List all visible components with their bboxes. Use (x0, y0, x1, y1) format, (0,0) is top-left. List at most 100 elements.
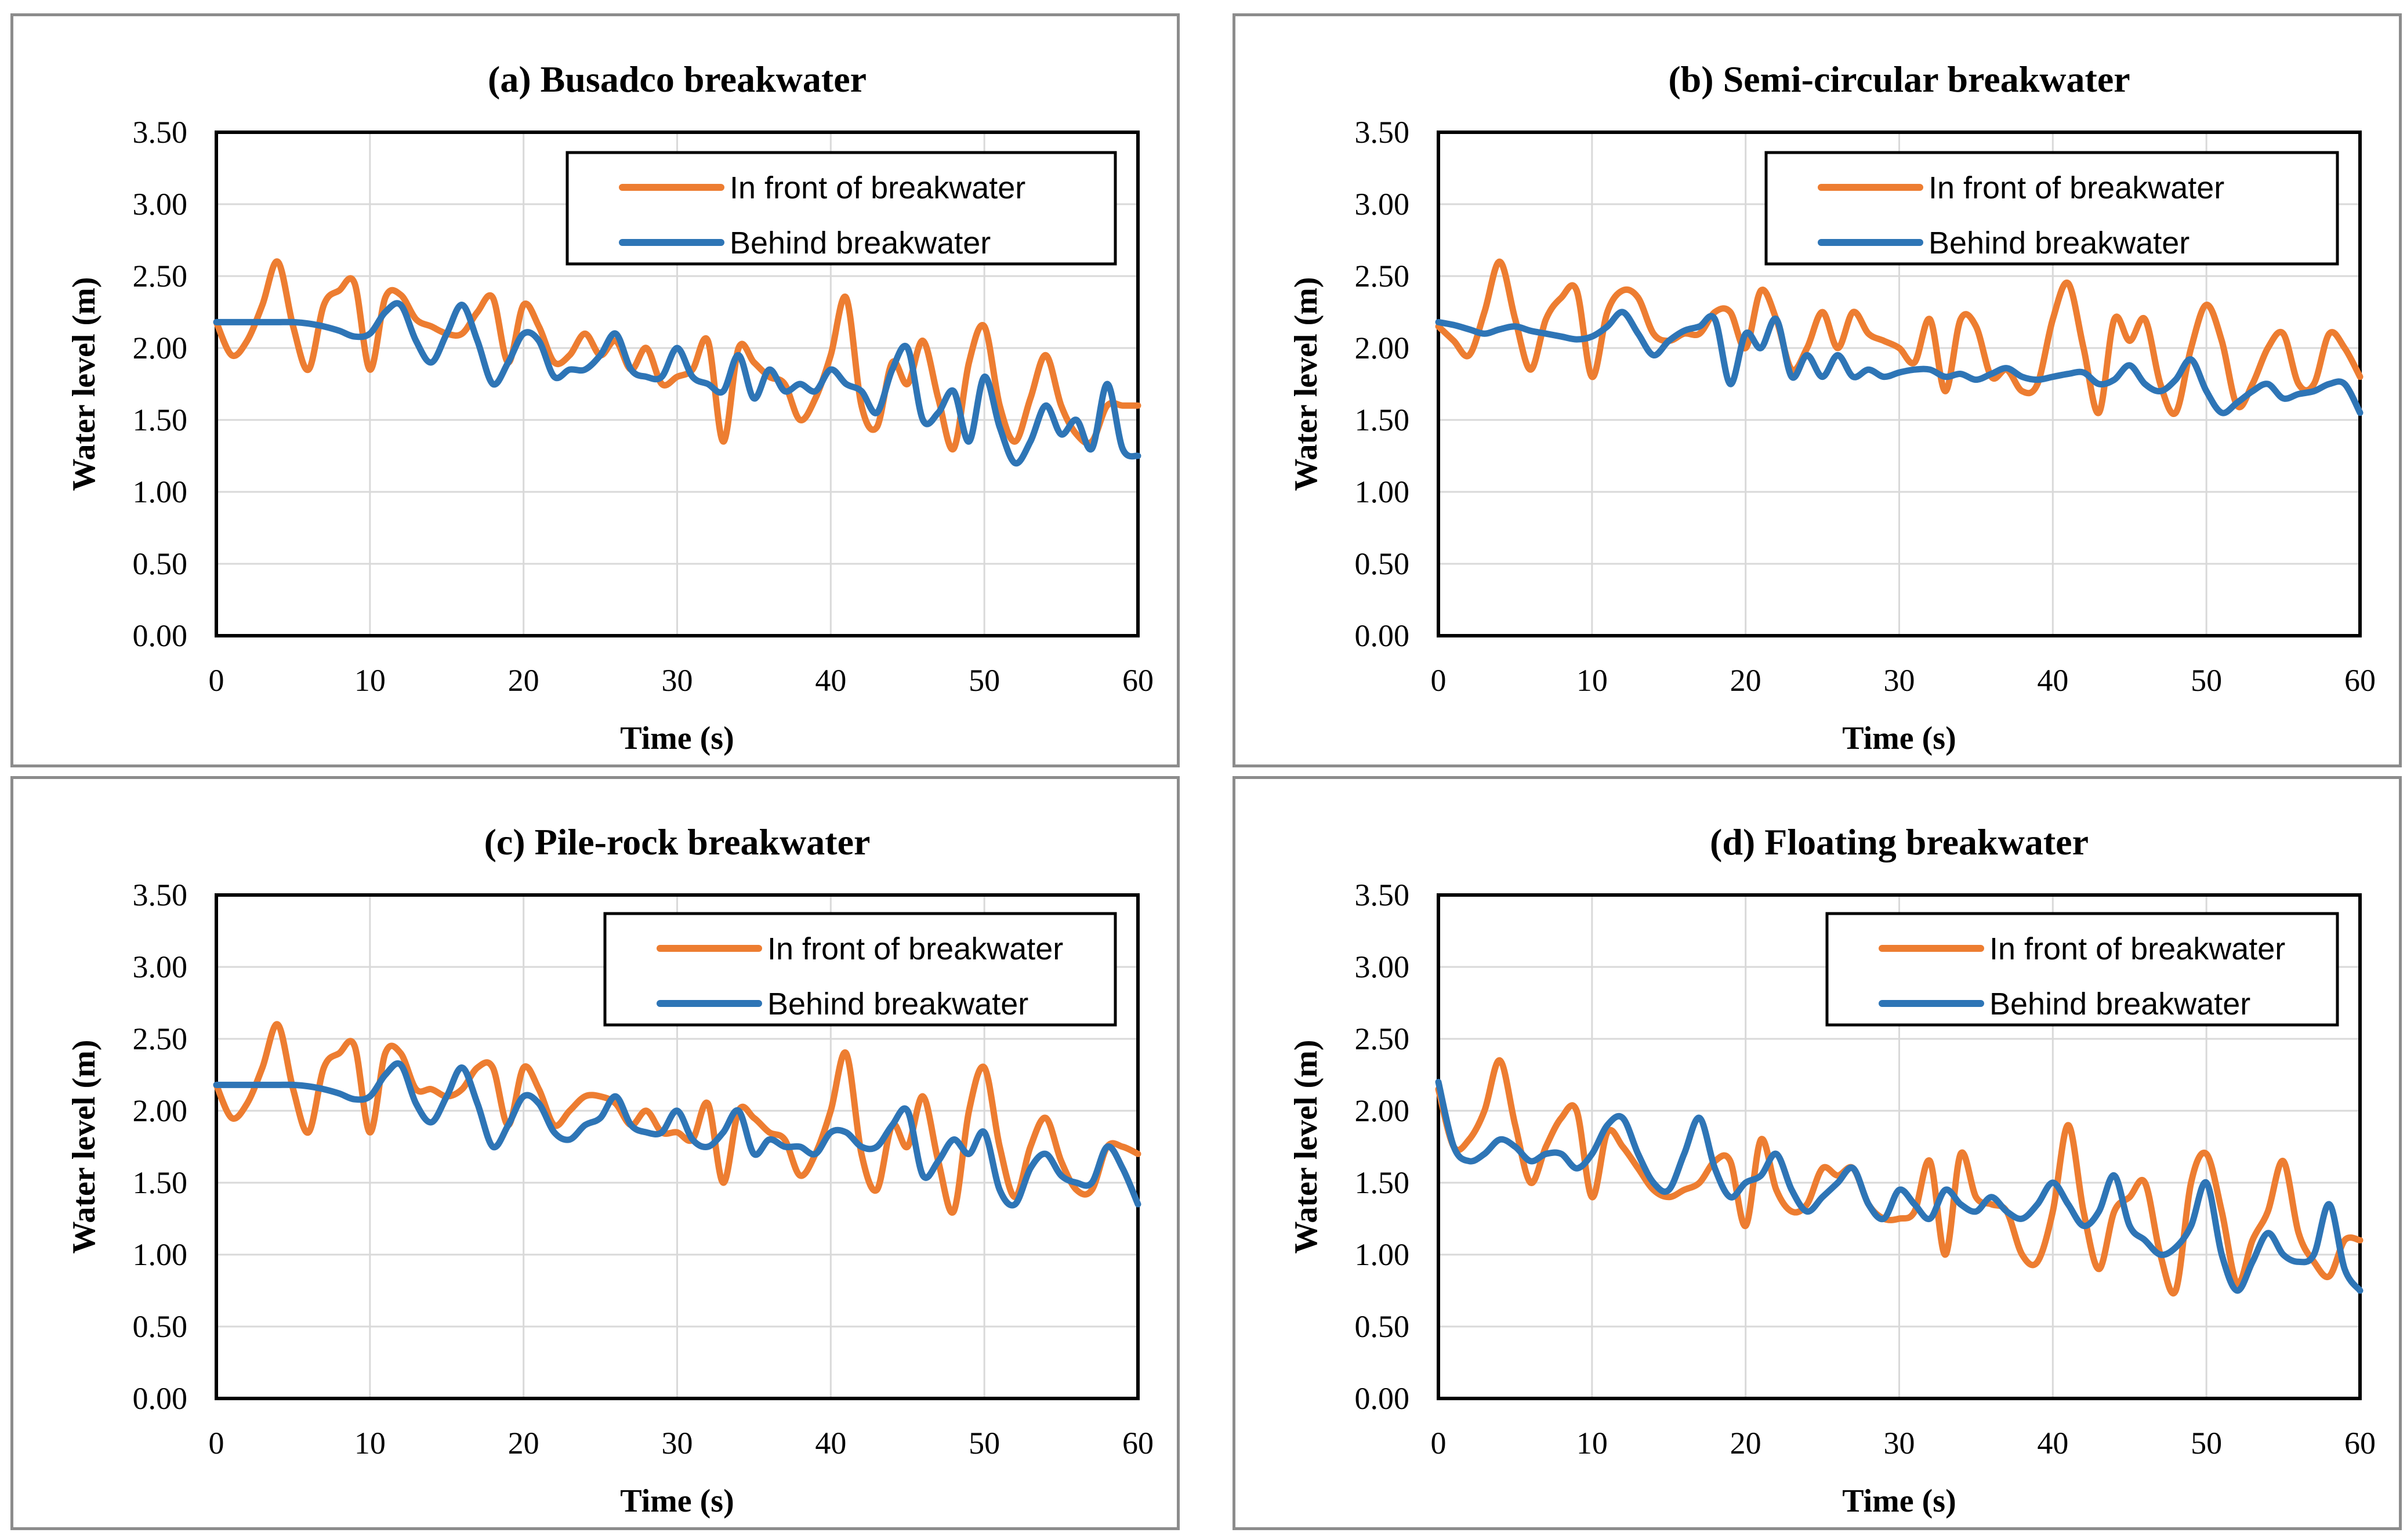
chart-title: (b) Semi-circular breakwater (1668, 59, 2130, 100)
x-axis-label: Time (s) (620, 720, 734, 756)
legend-label-front: In front of breakwater (730, 171, 1025, 205)
legend: In front of breakwater Behind breakwater (1764, 151, 2339, 266)
chart-svg: 0.00 0.50 1.00 1.50 2.00 2.50 3.00 3.50 0 10 20 30… (1288, 59, 2376, 756)
legend-label-front: In front of breakwater (1989, 932, 2285, 966)
y-tick-label: 2.00 (1355, 1093, 1410, 1128)
chart-svg: 0.00 0.50 1.00 1.50 2.00 2.50 3.00 3.50 0 10 20 30… (1288, 821, 2376, 1519)
legend: In front of breakwater Behind breakwater (566, 151, 1117, 266)
x-tick-labels: 0 10 20 30 40 50 60 (1431, 1426, 2376, 1461)
x-tick-label: 40 (815, 663, 846, 698)
y-tick-label: 3.00 (1355, 950, 1410, 984)
legend-label-behind: Behind breakwater (1928, 226, 2190, 260)
x-tick-label: 50 (2191, 663, 2222, 698)
y-tick-label: 3.00 (133, 187, 188, 222)
x-tick-label: 60 (1122, 663, 1154, 698)
y-tick-label: 0.50 (1355, 546, 1410, 581)
y-tick-labels: 0.00 0.50 1.00 1.50 2.00 2.50 3.00 3.50 (133, 878, 188, 1416)
y-tick-label: 2.00 (133, 1093, 188, 1128)
series-line-behind (213, 1060, 1141, 1209)
x-tick-label: 20 (508, 663, 539, 698)
x-tick-label: 10 (354, 1426, 386, 1461)
plot-area (215, 131, 1140, 637)
chart-title: (c) Pile-rock breakwater (484, 821, 871, 863)
x-tick-label: 30 (662, 1426, 693, 1461)
x-tick-label: 0 (209, 1426, 224, 1461)
y-tick-label: 1.00 (1355, 1237, 1410, 1272)
x-tick-label: 30 (1884, 663, 1915, 698)
x-tick-label: 40 (2037, 663, 2068, 698)
series-line-behind (1435, 309, 2364, 416)
chart-svg: 0.00 0.50 1.00 1.50 2.00 2.50 3.00 3.50 0 10 20 30… (66, 821, 1154, 1519)
y-tick-labels: 0.00 0.50 1.00 1.50 2.00 2.50 3.00 3.50 (1355, 115, 1410, 653)
y-tick-label: 1.50 (133, 1165, 188, 1200)
legend-label-behind: Behind breakwater (1989, 987, 2250, 1021)
x-tick-label: 0 (1431, 1426, 1447, 1461)
y-axis-label: Water level (m) (1288, 1039, 1324, 1253)
chart-svg: 0.00 0.50 1.00 1.50 2.00 2.50 3.00 3.50 0 10 20 30… (66, 59, 1154, 756)
y-tick-labels: 0.00 0.50 1.00 1.50 2.00 2.50 3.00 3.50 (133, 115, 188, 653)
y-tick-labels: 0.00 0.50 1.00 1.50 2.00 2.50 3.00 3.50 (1355, 878, 1410, 1416)
series-line-front (213, 258, 1141, 453)
y-tick-label: 2.00 (1355, 331, 1410, 365)
chart-panel-b: 0.00 0.50 1.00 1.50 2.00 2.50 3.00 3.50 0 10 20 30… (1232, 13, 2402, 767)
y-tick-label: 1.50 (1355, 1165, 1410, 1200)
x-tick-label: 60 (2344, 1426, 2376, 1461)
y-axis-label: Water level (m) (1288, 277, 1324, 491)
chart-title: (a) Busadco breakwater (488, 59, 867, 100)
series-line-behind (213, 300, 1141, 467)
y-tick-label: 2.50 (133, 259, 188, 293)
chart-panel-a: 0.00 0.50 1.00 1.50 2.00 2.50 3.00 3.50 0 10 20 30… (10, 13, 1180, 767)
y-tick-label: 0.50 (1355, 1309, 1410, 1344)
legend: In front of breakwater Behind breakwater (603, 912, 1117, 1027)
x-tick-label: 0 (1431, 663, 1447, 698)
x-tick-label: 30 (1884, 1426, 1915, 1461)
y-tick-label: 0.00 (133, 618, 188, 653)
legend: In front of breakwater Behind breakwater (1825, 912, 2339, 1027)
y-tick-label: 3.50 (1355, 878, 1410, 912)
x-tick-label: 50 (969, 1426, 1000, 1461)
y-tick-label: 1.50 (1355, 403, 1410, 437)
series-lines (1435, 1057, 2364, 1297)
y-tick-label: 0.50 (133, 1309, 188, 1344)
x-tick-label: 10 (1576, 663, 1608, 698)
series-line-front (213, 1021, 1141, 1216)
y-tick-label: 0.00 (133, 1381, 188, 1416)
x-tick-label: 20 (508, 1426, 539, 1461)
y-axis-label: Water level (m) (66, 277, 102, 491)
x-tick-label: 50 (969, 663, 1000, 698)
chart-title: (d) Floating breakwater (1710, 821, 2089, 863)
legend-label-front: In front of breakwater (767, 932, 1063, 966)
x-tick-labels: 0 10 20 30 40 50 60 (209, 1426, 1154, 1461)
x-tick-label: 10 (1576, 1426, 1608, 1461)
plot-area (1437, 893, 2362, 1400)
legend-label-front: In front of breakwater (1928, 171, 2224, 205)
x-tick-label: 60 (1122, 1426, 1154, 1461)
y-tick-label: 0.00 (1355, 618, 1410, 653)
y-tick-label: 3.50 (133, 878, 188, 912)
y-tick-label: 0.00 (1355, 1381, 1410, 1416)
y-tick-label: 1.00 (133, 1237, 188, 1272)
x-tick-labels: 0 10 20 30 40 50 60 (1431, 663, 2376, 698)
y-axis-label: Water level (m) (66, 1039, 102, 1253)
x-tick-label: 20 (1730, 663, 1761, 698)
y-tick-label: 1.50 (133, 403, 188, 437)
x-axis-label: Time (s) (1842, 1483, 1956, 1519)
x-tick-label: 0 (209, 663, 224, 698)
x-tick-label: 60 (2344, 663, 2376, 698)
x-tick-label: 50 (2191, 1426, 2222, 1461)
y-tick-label: 3.50 (133, 115, 188, 150)
plot-area (1437, 131, 2362, 637)
x-axis-label: Time (s) (1842, 720, 1956, 756)
x-tick-label: 20 (1730, 1426, 1761, 1461)
y-tick-label: 1.00 (133, 474, 188, 509)
x-tick-labels: 0 10 20 30 40 50 60 (209, 663, 1154, 698)
plot-area (215, 893, 1140, 1400)
chart-panel-c: 0.00 0.50 1.00 1.50 2.00 2.50 3.00 3.50 0 10 20 30… (10, 776, 1180, 1530)
x-tick-label: 40 (2037, 1426, 2068, 1461)
series-line-front (1435, 1057, 2364, 1297)
y-tick-label: 2.50 (133, 1021, 188, 1056)
series-lines (213, 1021, 1141, 1216)
y-tick-label: 1.00 (1355, 474, 1410, 509)
y-tick-label: 2.50 (1355, 1021, 1410, 1056)
x-tick-label: 30 (662, 663, 693, 698)
